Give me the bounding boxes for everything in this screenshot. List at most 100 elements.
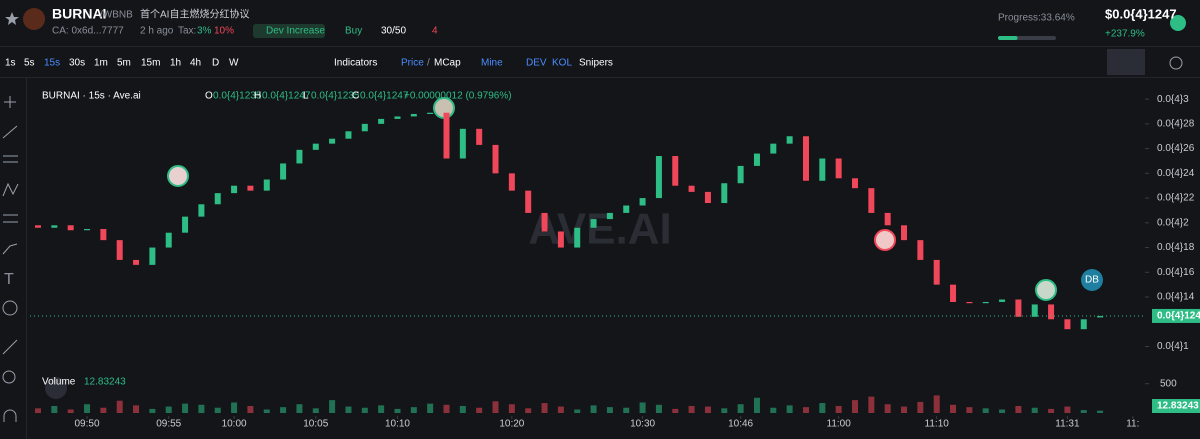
y-tick-label: 0.0{4}18: [1157, 242, 1195, 253]
ohlc-letter: C: [352, 91, 359, 102]
candle: [361, 123, 368, 132]
pair: /WBNB: [100, 10, 133, 21]
interval[interactable]: 15m: [141, 58, 160, 69]
icon-box[interactable]: [1107, 49, 1145, 75]
bell-icon[interactable]: [1169, 56, 1183, 70]
interval[interactable]: 5s: [24, 58, 35, 69]
candle: [574, 227, 581, 248]
volume-bar: [541, 403, 548, 413]
tool-icon[interactable]: [2, 243, 18, 255]
interval[interactable]: 15s: [44, 58, 60, 69]
ohlc-letter: H: [254, 91, 261, 102]
candle: [1031, 304, 1038, 317]
change: +237.9%: [1105, 29, 1145, 40]
y-tick-label: 0.0{4}16: [1157, 267, 1195, 278]
buy-tag: Buy: [345, 26, 362, 37]
y-tick-label: 0.0{4}22: [1157, 193, 1195, 204]
volume-bar: [737, 404, 744, 413]
trade-avatar[interactable]: [874, 229, 896, 251]
x-tick-label: 10:20: [499, 419, 524, 430]
volume-bar: [1097, 410, 1104, 413]
snipers[interactable]: Snipers: [579, 58, 613, 69]
volume-bar: [901, 406, 908, 413]
tool-icon[interactable]: [2, 182, 19, 197]
separator: /: [427, 58, 430, 69]
price-tag-label: 0.0{4}124: [1157, 311, 1200, 322]
volume-bar: [721, 408, 728, 413]
volume-bar: [492, 401, 499, 413]
volume-bar: [394, 408, 401, 413]
tool-icon[interactable]: [3, 409, 17, 422]
volume-title: Volume: [42, 377, 76, 388]
candle: [231, 185, 238, 194]
divider: [26, 78, 27, 439]
interval[interactable]: 1s: [5, 58, 16, 69]
candle: [476, 128, 483, 145]
volume-bar: [525, 408, 532, 413]
candle: [1048, 304, 1055, 320]
candle: [737, 165, 744, 184]
candle: [214, 193, 221, 205]
trade-avatar[interactable]: [167, 165, 189, 187]
contract[interactable]: CA: 0x6d...7777: [52, 26, 124, 37]
favorite-star[interactable]: [5, 12, 19, 25]
interval[interactable]: 5m: [117, 58, 131, 69]
mcap-toggle[interactable]: MCap: [434, 58, 461, 69]
candle: [688, 185, 695, 192]
candle: [329, 138, 336, 144]
volume-bar: [557, 406, 564, 413]
kol[interactable]: KOL: [552, 58, 572, 69]
x-tick-label: 10:30: [630, 419, 655, 430]
interval[interactable]: 1h: [170, 58, 181, 69]
ohlc-letter: O: [205, 91, 213, 102]
interval[interactable]: D: [212, 58, 219, 69]
indicators[interactable]: Indicators: [334, 58, 377, 69]
volume-bar: [672, 408, 679, 413]
volume-bar: [231, 402, 238, 413]
candle: [312, 143, 319, 150]
candle: [459, 128, 466, 159]
x-tick-label: 11:10: [925, 419, 950, 430]
dev[interactable]: DEV: [526, 58, 547, 69]
description: 首个AI自主燃烧分红协议: [140, 8, 249, 21]
candle: [999, 299, 1006, 302]
progress-label: Progress:33.64%: [998, 13, 1075, 24]
price-toggle[interactable]: Price: [401, 58, 424, 69]
price: $0.0{4}1247: [1105, 6, 1177, 21]
interval[interactable]: 4h: [190, 58, 201, 69]
y-tick-label: 0.0{4}1: [1157, 341, 1189, 352]
volume-bar: [1080, 410, 1087, 413]
trade-avatar[interactable]: [1035, 279, 1057, 301]
candle: [1080, 319, 1087, 330]
volume-bar: [149, 408, 156, 413]
left-tools: [2, 96, 19, 422]
interval[interactable]: W: [229, 58, 239, 69]
candle: [933, 259, 940, 285]
tool-icon[interactable]: [2, 370, 16, 384]
volume-bar: [688, 405, 695, 413]
volume-tag-label: 12.83243: [1157, 401, 1199, 412]
dev-marker[interactable]: [1081, 269, 1103, 291]
candle: [852, 178, 858, 189]
tool-icon[interactable]: [2, 125, 18, 139]
watermark: AVE.AI: [528, 205, 671, 254]
marker-label[interactable]: DB: [1085, 275, 1099, 286]
interval[interactable]: 1m: [94, 58, 108, 69]
volume-bar: [116, 400, 123, 413]
volume-bar: [786, 405, 793, 413]
tool-icon[interactable]: [2, 300, 18, 316]
text-tool[interactable]: T: [4, 271, 14, 288]
x-tick-label: 11:: [1126, 419, 1139, 430]
volume-value: 12.83243: [84, 377, 126, 388]
volume-bar: [443, 404, 450, 413]
candle: [345, 131, 352, 139]
candle: [263, 179, 270, 191]
candle: [84, 229, 91, 231]
y-tick-label: 0.0{4}2: [1157, 217, 1189, 228]
tool-icon[interactable]: [2, 339, 18, 355]
mine[interactable]: Mine: [481, 58, 503, 69]
interval[interactable]: 30s: [69, 58, 85, 69]
candle: [443, 112, 450, 159]
candle: [917, 240, 924, 260]
